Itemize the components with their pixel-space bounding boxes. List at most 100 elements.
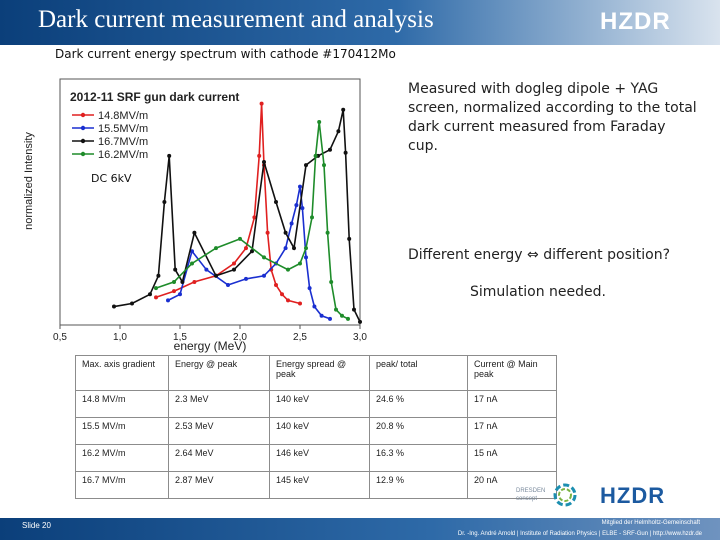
legend-label: 15.5MV/m	[98, 123, 148, 135]
table-cell: 15 nA	[467, 444, 557, 472]
data-point	[312, 304, 317, 309]
data-point	[280, 292, 284, 297]
data-point	[148, 292, 152, 297]
x-tick-label: 3,0	[353, 332, 367, 343]
chart-title: 2012-11 SRF gun dark current	[70, 90, 239, 104]
table-cell: 16.3 %	[369, 444, 468, 472]
table-cell: 146 keV	[269, 444, 370, 472]
tick-layer: 0,5 1,0 1,5 2,0 2,5 3,0	[53, 325, 367, 343]
data-point	[358, 319, 362, 324]
table-cell: 140 keV	[269, 390, 370, 418]
x-tick-label: 2,5	[293, 332, 307, 343]
series-layer	[112, 101, 362, 324]
data-point	[329, 279, 334, 284]
data-point	[343, 150, 348, 155]
dresden-concept-ring-icon	[553, 483, 577, 507]
helmholtz-tag: Mitglied der Helmholtz-Gemeinschaft	[601, 520, 700, 526]
data-point	[226, 283, 230, 288]
series-line	[167, 186, 331, 320]
data-point	[283, 246, 288, 251]
x-tick-label: 1,0	[113, 332, 127, 343]
results-table: Max. axis gradient Energy @ peak Energy …	[75, 355, 557, 499]
data-point	[274, 283, 278, 288]
data-point	[334, 307, 338, 312]
chart-legend: 14.8MV/m15.5MV/m16.7MV/m16.2MV/m	[72, 110, 148, 161]
data-point	[289, 221, 294, 226]
dresden-concept-logo: DRESDEN concept	[516, 487, 545, 503]
table-cell: 145 keV	[269, 471, 370, 499]
data-point	[346, 316, 350, 321]
data-point	[328, 147, 332, 152]
table-cell: 12.9 %	[369, 471, 468, 499]
data-point	[262, 273, 266, 278]
data-point	[204, 267, 209, 272]
data-point	[304, 246, 308, 251]
data-point	[325, 230, 330, 235]
x-axis-label: energy (MeV)	[174, 339, 247, 353]
data-point	[310, 215, 314, 220]
data-point	[352, 307, 356, 312]
data-point	[162, 200, 167, 204]
data-point	[257, 153, 262, 158]
dc-label: DC 6kV	[91, 172, 132, 185]
table-header-row: Max. axis gradient Energy @ peak Energy …	[75, 355, 557, 391]
data-point	[317, 120, 322, 125]
hzdr-logo: HZDR	[600, 8, 671, 35]
chart-subtitle: Dark current energy spectrum with cathod…	[55, 47, 396, 61]
simulation-note: Simulation needed.	[470, 284, 606, 300]
x-tick-label: 1,5	[173, 332, 187, 343]
legend-marker	[80, 138, 86, 144]
data-point	[294, 203, 299, 208]
data-point	[130, 301, 134, 306]
data-point	[178, 292, 182, 297]
data-point	[259, 101, 264, 106]
data-point	[265, 230, 270, 235]
footer-bar	[0, 518, 720, 540]
x-tick-label: 2,0	[233, 332, 247, 343]
legend-label: 14.8MV/m	[98, 110, 148, 122]
table-header-cell: Max. axis gradient	[75, 355, 169, 391]
footer-credit: Dr. -Ing. André Arnold | Institute of Ra…	[457, 531, 702, 537]
table-cell: 20.8 %	[369, 417, 468, 445]
data-point	[304, 163, 308, 168]
table-row: 14.8 MV/m 2.3 MeV 140 keV 24.6 % 17 nA	[75, 390, 557, 418]
table-cell: 2.53 MeV	[168, 417, 270, 445]
table-header-cell: peak/ total	[369, 355, 468, 391]
data-point	[292, 246, 296, 251]
data-point	[232, 261, 236, 266]
table-header-cell: Energy @ peak	[168, 355, 270, 391]
data-point	[190, 261, 194, 266]
table-row: 16.7 MV/m 2.87 MeV 145 keV 12.9 % 20 nA	[75, 471, 557, 499]
data-point	[347, 236, 352, 241]
table-cell: 2.3 MeV	[168, 390, 270, 418]
data-point	[190, 249, 194, 254]
series-line	[155, 121, 349, 320]
data-point	[154, 295, 158, 300]
data-point	[313, 153, 318, 158]
legend-label: 16.7MV/m	[98, 136, 148, 148]
legend-marker	[80, 151, 86, 157]
plot-frame	[59, 78, 361, 326]
data-point	[300, 206, 305, 211]
data-point	[167, 153, 172, 158]
table-cell: 14.8 MV/m	[75, 390, 169, 418]
data-point	[262, 160, 266, 165]
table-cell: 2.87 MeV	[168, 471, 270, 499]
data-point	[286, 267, 290, 272]
data-point	[154, 286, 158, 291]
data-point	[274, 200, 278, 204]
data-point	[192, 230, 197, 235]
table-cell: 17 nA	[467, 390, 557, 418]
data-point	[180, 279, 185, 284]
table-cell: 16.2 MV/m	[75, 444, 169, 472]
header-divider	[0, 45, 720, 47]
data-point	[286, 298, 290, 303]
energy-position-note: Different energy ⇔ different position?	[408, 247, 671, 263]
data-point	[319, 313, 324, 318]
data-point	[156, 273, 161, 278]
hzdr-footer-logo: HZDR	[600, 483, 666, 508]
table-header-cell: Energy spread @ peak	[269, 355, 370, 391]
slide-number: Slide 20	[22, 521, 51, 530]
legend-marker	[80, 125, 86, 131]
data-point	[172, 279, 176, 284]
